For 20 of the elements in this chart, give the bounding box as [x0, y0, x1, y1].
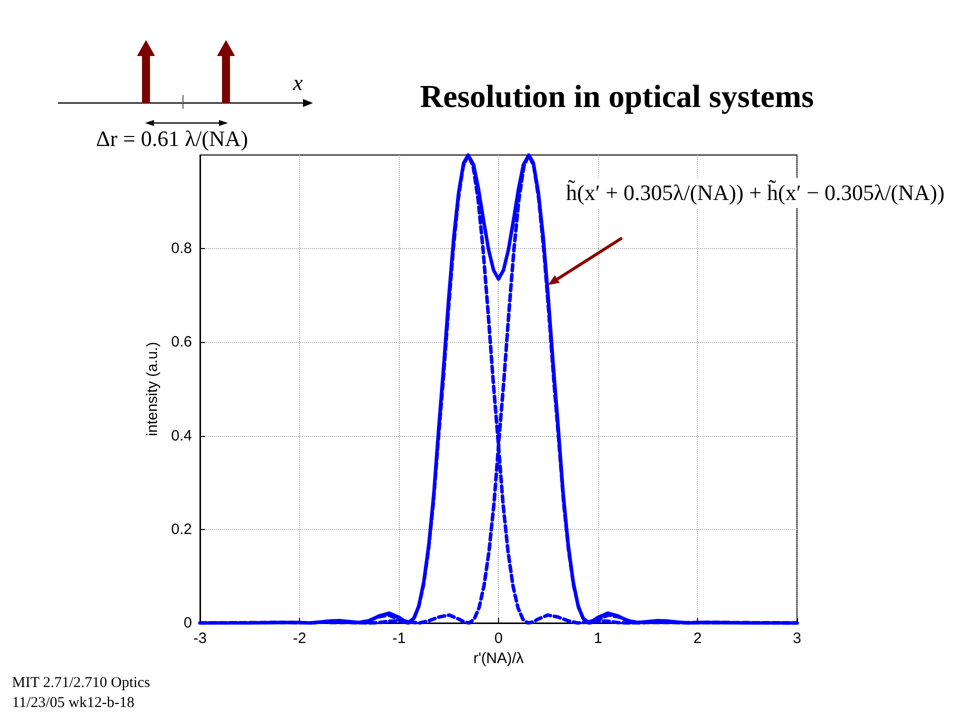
x-tick-label: -2 [292, 630, 306, 647]
chart-title: Resolution in optical systems [420, 78, 814, 115]
y-tick-label: 0.2 [171, 520, 192, 538]
text: MIT 2.71/2.710 Optics [12, 675, 150, 692]
text: x [293, 70, 303, 96]
y-tick-label: 0.6 [171, 334, 192, 351]
y-axis-title: intensity (a.u.) [144, 342, 162, 436]
annotation: h̃(x′ + 0.305λ/(NA)) + h̃(x′ − 0.305λ/(NA)) [562, 178, 949, 208]
x-tick-label: -1 [392, 630, 406, 647]
text: 11/23/05 wk12-b-18 [12, 695, 134, 712]
text: Δr = 0.61 λ/(NA) [96, 126, 248, 152]
x-tick-label: -3 [193, 630, 207, 647]
x-axis-title: r'(NA)/λ [473, 650, 524, 667]
x-tick-label: 1 [594, 630, 602, 647]
x-tick-label: 0 [494, 630, 503, 647]
y-tick-label: 0.4 [171, 427, 192, 444]
y-tick-label: 0.8 [171, 240, 192, 258]
x-tick-label: 2 [693, 630, 702, 647]
y-tick-label: 0 [184, 614, 192, 632]
x-tick-label: 3 [792, 630, 802, 647]
